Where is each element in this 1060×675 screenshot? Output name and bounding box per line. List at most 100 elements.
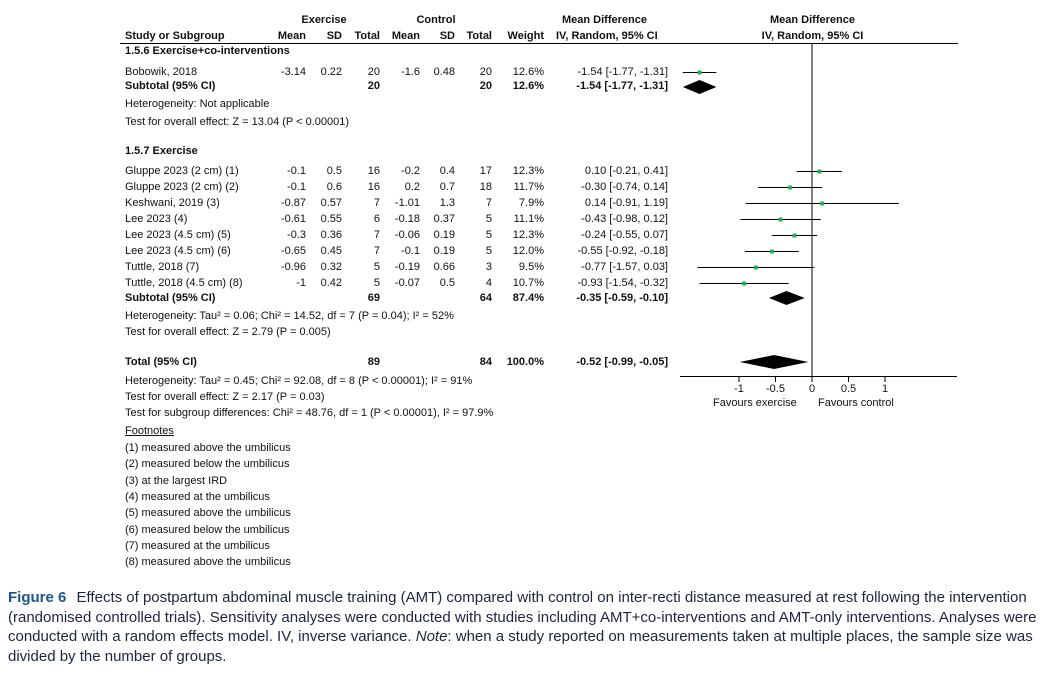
caption-text: Effects of postpartum abdominal muscle t… bbox=[8, 589, 1037, 645]
exercise-mean: -0.1 bbox=[287, 165, 306, 177]
exercise-total-header: Total bbox=[354, 30, 380, 42]
study-name: Bobowik, 2018 bbox=[125, 66, 198, 78]
point-estimate bbox=[788, 185, 793, 190]
exercise-sd: 0.22 bbox=[320, 66, 342, 78]
axis-tick-label: 0.5 bbox=[840, 383, 857, 395]
control-total: 17 bbox=[479, 165, 492, 177]
control-total: 4 bbox=[485, 277, 492, 289]
footnote-item: (6) measured below the umbilicus bbox=[125, 523, 290, 536]
exercise-mean: -0.87 bbox=[280, 197, 306, 209]
subgroup-2-title: 1.5.7 Exercise bbox=[125, 145, 198, 157]
point-estimate bbox=[778, 217, 783, 222]
control-sd-header: SD bbox=[439, 30, 455, 42]
subtotal-1-diamond bbox=[682, 80, 717, 94]
exercise-sd: 0.36 bbox=[320, 229, 342, 241]
forest-plot bbox=[120, 43, 958, 382]
subgroup-2-overall-effect: Test for overall effect: Z = 2.79 (P = 0… bbox=[125, 326, 331, 338]
plot-column-title: Mean Difference bbox=[770, 14, 855, 26]
total-overall-effect: Test for overall effect: Z = 2.17 (P = 0… bbox=[125, 391, 325, 403]
subgroup-differences: Test for subgroup differences: Chi² = 48… bbox=[125, 407, 494, 419]
caption-note-label: Note bbox=[415, 628, 448, 645]
md-ci: -0.43 [-0.98, 0.12] bbox=[581, 213, 668, 225]
weight: 7.9% bbox=[518, 197, 544, 209]
control-total: 3 bbox=[485, 261, 492, 273]
md-ci: 0.10 [-0.21, 0.41] bbox=[584, 165, 668, 177]
control-total: 5 bbox=[485, 245, 492, 257]
md-ci: 0.14 [-0.91, 1.19] bbox=[584, 197, 668, 209]
point-estimate bbox=[697, 70, 702, 75]
point-estimate bbox=[792, 233, 797, 238]
footnote-item: (7) measured at the umbilicus bbox=[125, 539, 270, 552]
md-ci: -0.30 [-0.74, 0.14] bbox=[581, 181, 668, 193]
subgroup-2-heterogeneity: Heterogeneity: Tau² = 0.06; Chi² = 14.52… bbox=[125, 310, 454, 322]
control-mean: -1.01 bbox=[394, 197, 420, 209]
caption-note-text: : when a study reported on measurements … bbox=[8, 628, 1033, 665]
control-sd: 0.19 bbox=[433, 245, 455, 257]
md-method-header: IV, Random, 95% CI bbox=[556, 30, 658, 42]
control-sd: 0.4 bbox=[439, 165, 455, 177]
total-label: Total (95% CI) bbox=[125, 356, 197, 368]
exercise-group-header: Exercise bbox=[301, 14, 347, 26]
control-sd: 0.7 bbox=[439, 181, 455, 193]
control-sd: 0.37 bbox=[433, 213, 455, 225]
weight: 12.3% bbox=[512, 165, 544, 177]
weight: 100.0% bbox=[506, 356, 544, 368]
exercise-mean: -0.96 bbox=[280, 261, 306, 273]
exercise-mean: -0.1 bbox=[287, 181, 306, 193]
control-mean: -1.6 bbox=[401, 66, 420, 78]
control-mean-header: Mean bbox=[391, 30, 420, 42]
exercise-mean-header: Mean bbox=[277, 30, 306, 42]
control-mean: -0.18 bbox=[394, 213, 420, 225]
weight: 12.0% bbox=[512, 245, 544, 257]
footnote-item: (3) at the largest IRD bbox=[125, 474, 228, 487]
control-total: 20 bbox=[479, 66, 492, 78]
weight: 87.4% bbox=[512, 292, 544, 304]
control-total: 84 bbox=[479, 356, 492, 368]
exercise-total: 20 bbox=[367, 66, 380, 78]
control-mean: -0.2 bbox=[401, 165, 420, 177]
axis-tick-label: 1 bbox=[881, 383, 889, 395]
control-total: 5 bbox=[485, 213, 492, 225]
subgroup-1-title: 1.5.6 Exercise+co-interventions bbox=[125, 45, 290, 57]
weight: 12.6% bbox=[512, 66, 544, 78]
footnote-item: (2) measured below the umbilicus bbox=[125, 458, 290, 471]
exercise-mean: -0.61 bbox=[280, 213, 306, 225]
md-ci: -0.77 [-1.57, 0.03] bbox=[581, 261, 668, 273]
control-mean: -0.07 bbox=[394, 277, 420, 289]
md-ci: -0.24 [-0.55, 0.07] bbox=[581, 229, 668, 241]
control-sd: 0.66 bbox=[433, 261, 455, 273]
study-name: Keshwani, 2019 (3) bbox=[125, 197, 220, 209]
exercise-sd: 0.42 bbox=[320, 277, 342, 289]
point-estimate bbox=[820, 201, 825, 206]
exercise-sd: 0.57 bbox=[320, 197, 342, 209]
subtotal-label: Subtotal (95% CI) bbox=[125, 292, 216, 304]
exercise-sd: 0.6 bbox=[326, 181, 342, 193]
favours-exercise-label: Favours exercise bbox=[713, 397, 797, 409]
exercise-total: 89 bbox=[367, 356, 380, 368]
axis-tick-label: -0.5 bbox=[766, 383, 785, 395]
control-mean: 0.2 bbox=[404, 181, 420, 193]
control-group-header: Control bbox=[416, 14, 456, 26]
md-ci: -1.54 [-1.77, -1.31] bbox=[577, 66, 669, 78]
study-name: Tuttle, 2018 (4.5 cm) (8) bbox=[125, 277, 243, 289]
control-total: 64 bbox=[479, 292, 492, 304]
footnote-item: (5) measured above the umbilicus bbox=[125, 507, 291, 520]
md-column-title: Mean Difference bbox=[562, 14, 647, 26]
subtotal-label: Subtotal (95% CI) bbox=[125, 80, 216, 92]
weight-header: Weight bbox=[507, 30, 544, 42]
control-total: 20 bbox=[479, 80, 492, 92]
md-ci: -0.55 [-0.92, -0.18] bbox=[577, 245, 669, 257]
exercise-total: 7 bbox=[373, 229, 380, 241]
exercise-sd: 0.32 bbox=[320, 261, 342, 273]
footnote-item: (4) measured at the umbilicus bbox=[125, 490, 270, 503]
footnote-item: (8) measured above the umbilicus bbox=[125, 556, 291, 569]
exercise-sd-header: SD bbox=[326, 30, 342, 42]
exercise-total: 5 bbox=[373, 261, 380, 273]
control-total: 7 bbox=[485, 197, 492, 209]
weight: 11.1% bbox=[513, 213, 544, 225]
study-name: Lee 2023 (4.5 cm) (6) bbox=[125, 245, 231, 257]
total-heterogeneity: Heterogeneity: Tau² = 0.45; Chi² = 92.08… bbox=[125, 375, 473, 387]
weight: 12.6% bbox=[512, 80, 544, 92]
study-name: Gluppe 2023 (2 cm) (1) bbox=[125, 165, 239, 177]
point-estimate bbox=[742, 281, 747, 286]
